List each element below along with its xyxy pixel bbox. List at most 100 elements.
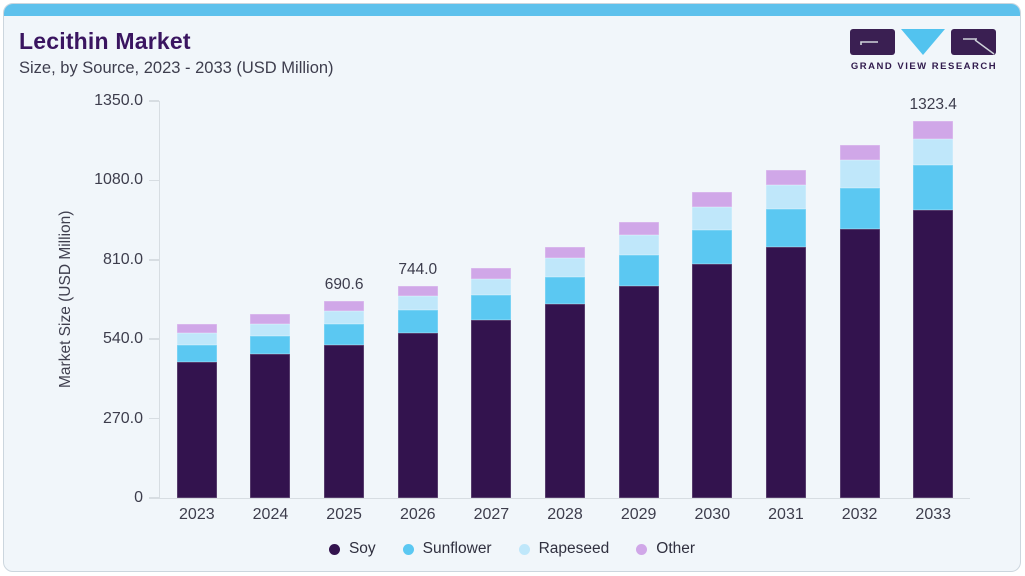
bar-segment-other-2025 <box>324 301 365 311</box>
bar-segment-rapeseed-2029 <box>618 235 659 256</box>
bar-total-label-2033: 1323.4 <box>909 95 957 113</box>
bar-group-2031 <box>749 101 823 498</box>
bar-segment-rapeseed-2031 <box>765 185 806 210</box>
gvr-logo: GRAND VIEW RESEARCH <box>850 29 998 72</box>
x-tick-label-2028: 2028 <box>547 506 583 523</box>
bar-total-label-2025: 690.6 <box>324 276 364 294</box>
bar-segment-rapeseed-2024 <box>250 323 291 336</box>
bar-segment-soy-2033 <box>913 210 954 498</box>
legend-label-other: Other <box>656 540 696 557</box>
page-subtitle: Size, by Source, 2023 - 2033 (USD Millio… <box>19 59 334 77</box>
bar-segment-rapeseed-2027 <box>471 278 512 296</box>
stacked-bar-2031 <box>765 169 806 498</box>
bars-row: 690.6 744.0 1323.4 <box>160 96 970 498</box>
bar-group-2033: 1323.4 <box>896 96 970 498</box>
y-tick-label: 810.0 <box>102 250 143 268</box>
report-card: Lecithin Market Size, by Source, 2023 - … <box>3 3 1021 572</box>
logo-caption: GRAND VIEW RESEARCH <box>850 61 998 72</box>
bar-segment-soy-2029 <box>618 285 659 498</box>
bar-segment-soy-2025 <box>324 344 365 498</box>
y-tick-label: 0 <box>134 489 143 506</box>
page-title: Lecithin Market <box>19 28 191 54</box>
x-axis-labels: 2023 2024 2025 2026 2027 2028 2029 2030 2031 2032… <box>160 506 970 524</box>
bar-segment-soy-2030 <box>692 263 733 498</box>
bar-segment-sunflower-2023 <box>176 345 217 363</box>
stacked-bar-2027 <box>471 268 512 498</box>
bar-segment-soy-2031 <box>765 246 806 498</box>
bar-segment-other-2024 <box>250 314 291 324</box>
logo-g-block-icon <box>850 29 895 55</box>
bar-segment-sunflower-2033 <box>913 165 954 211</box>
legend-item-soy: Soy <box>328 540 376 558</box>
bar-segment-rapeseed-2030 <box>692 207 733 230</box>
legend-swatch-rapeseed-icon <box>518 543 530 555</box>
y-tick-mark <box>149 179 159 182</box>
legend-label-rapeseed: Rapeseed <box>538 540 610 557</box>
bar-group-2029 <box>602 101 676 498</box>
y-tick-label: 540.0 <box>102 330 143 348</box>
x-tick-label-2030: 2030 <box>694 506 731 523</box>
y-tick-label: 1350.0 <box>94 92 143 109</box>
chart-area: Market Size (USD Million) 690.6 744.0 1323… <box>4 4 1020 571</box>
legend-item-sunflower: Sunflower <box>402 540 492 558</box>
bar-segment-rapeseed-2023 <box>176 333 217 346</box>
x-tick-label-2025: 2025 <box>326 506 362 523</box>
bar-segment-other-2028 <box>545 246 586 258</box>
bar-segment-sunflower-2029 <box>618 255 659 286</box>
y-tick-mark <box>149 259 159 261</box>
bar-segment-soy-2024 <box>250 354 291 498</box>
y-tick-mark <box>149 338 159 340</box>
bar-segment-rapeseed-2033 <box>913 138 954 166</box>
stacked-bar-2025 <box>324 301 365 498</box>
bar-segment-rapeseed-2032 <box>839 160 880 188</box>
bar-group-2030 <box>675 101 749 498</box>
y-tick-label: 270.0 <box>102 409 143 427</box>
bar-segment-sunflower-2030 <box>692 229 733 264</box>
stacked-bar-2026 <box>397 285 438 498</box>
y-axis-title: Market Size (USD Million) <box>57 210 74 389</box>
bar-segment-soy-2027 <box>471 319 512 498</box>
bar-segment-other-2031 <box>765 169 806 186</box>
x-tick-label-2023: 2023 <box>179 506 215 523</box>
bar-segment-rapeseed-2025 <box>324 310 365 325</box>
stacked-bar-2028 <box>545 246 586 498</box>
bar-segment-rapeseed-2026 <box>397 296 438 311</box>
y-tick-mark <box>149 417 159 420</box>
stacked-bar-2032 <box>839 145 880 498</box>
y-tick-label: 1080.0 <box>94 171 143 189</box>
bar-segment-sunflower-2028 <box>545 276 586 304</box>
bar-group-2024 <box>234 101 308 498</box>
x-tick-label-2033: 2033 <box>915 506 952 523</box>
plot-area: 690.6 744.0 1323.4 2023 2024 2025 2026 2027 202… <box>94 92 970 523</box>
y-tick-mark <box>149 497 159 499</box>
stacked-bar-2030 <box>692 192 733 498</box>
logo-v-triangle-icon <box>901 29 945 55</box>
bar-segment-sunflower-2025 <box>324 324 365 345</box>
stacked-bar-2029 <box>618 221 659 498</box>
bar-segment-other-2023 <box>176 323 217 334</box>
top-accent-bar <box>4 4 1020 16</box>
stacked-bar-2024 <box>250 314 291 498</box>
bar-group-2032 <box>823 101 897 498</box>
logo-r-block-icon <box>951 29 996 55</box>
bar-segment-sunflower-2026 <box>397 310 438 334</box>
x-tick-label-2029: 2029 <box>620 506 657 523</box>
legend-item-other: Other <box>636 540 695 558</box>
bar-segment-soy-2028 <box>545 303 586 498</box>
legend-swatch-sunflower-icon <box>402 543 414 555</box>
bar-group-2027 <box>455 101 529 498</box>
bar-total-label-2026: 744.0 <box>398 260 438 278</box>
bar-segment-other-2027 <box>471 268 512 279</box>
x-tick-label-2024: 2024 <box>252 506 289 523</box>
bar-segment-other-2029 <box>618 221 659 236</box>
bar-segment-soy-2023 <box>176 362 217 498</box>
y-tick-mark <box>149 100 159 102</box>
bar-segment-sunflower-2024 <box>250 335 291 355</box>
bar-group-2028 <box>528 101 602 498</box>
legend-item-rapeseed: Rapeseed <box>518 540 610 558</box>
bar-segment-other-2030 <box>692 192 733 208</box>
bar-group-2026: 744.0 <box>381 101 455 498</box>
stacked-bar-2033 <box>913 120 954 498</box>
bar-segment-sunflower-2031 <box>765 209 806 247</box>
bar-segment-other-2033 <box>913 120 954 139</box>
